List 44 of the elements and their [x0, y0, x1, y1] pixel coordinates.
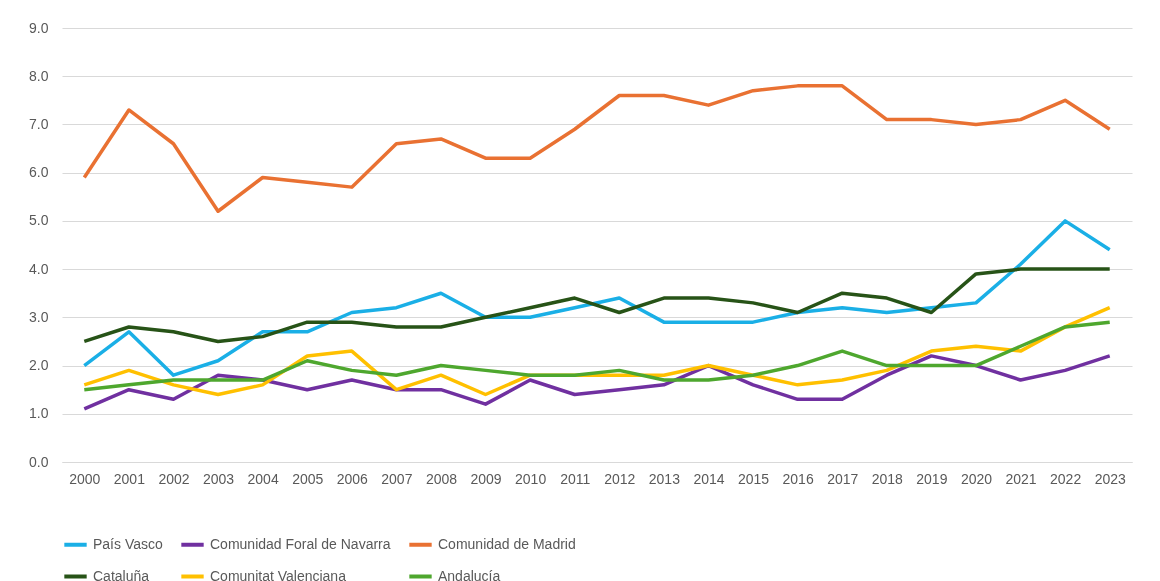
- x-tick-label: 2010: [515, 470, 547, 487]
- y-tick-label: 5.0: [29, 212, 49, 229]
- x-tick-label: 2015: [737, 470, 770, 487]
- line-series: [82, 219, 1112, 377]
- x-tick-label: 2008: [425, 470, 458, 487]
- x-tick-label: 2017: [827, 470, 859, 487]
- x-tick-label: 2000: [69, 470, 101, 487]
- line-series: [82, 267, 1112, 344]
- x-tick-label: 2001: [113, 470, 146, 487]
- line-series: [82, 84, 1112, 213]
- x-tick-label: 2007: [381, 470, 413, 487]
- x-tick-label: 2014: [693, 470, 725, 487]
- y-tick-label: 9.0: [29, 19, 49, 36]
- legend-label: Comunidad de Madrid: [438, 535, 576, 552]
- legend-label: Andalucía: [438, 567, 501, 581]
- x-tick-label: 2004: [247, 470, 279, 487]
- y-tick-label: 6.0: [29, 164, 49, 181]
- x-tick-label: 2002: [158, 470, 190, 487]
- y-tick-label: 2.0: [29, 357, 49, 374]
- y-tick-label: 1.0: [29, 405, 49, 422]
- x-tick-label: 2012: [604, 470, 636, 487]
- y-tick-label: 3.0: [29, 308, 49, 325]
- x-tick-label: 2013: [648, 470, 681, 487]
- y-tick-label: 4.0: [29, 260, 49, 277]
- legend-label: Comunitat Valenciana: [210, 567, 347, 581]
- x-tick-label: 2021: [1005, 470, 1037, 487]
- line-series: [82, 320, 1112, 392]
- x-tick-label: 2016: [782, 470, 814, 487]
- x-tick-label: 2006: [336, 470, 369, 487]
- x-tick-label: 2020: [960, 470, 993, 487]
- x-tick-label: 2023: [1094, 470, 1126, 487]
- x-tick-label: 2022: [1050, 470, 1082, 487]
- x-tick-label: 2011: [560, 470, 591, 487]
- y-tick-label: 0.0: [29, 453, 49, 470]
- legend-label: Comunidad Foral de Navarra: [210, 535, 391, 552]
- x-tick-label: 2005: [292, 470, 324, 487]
- y-tick-label: 7.0: [29, 115, 49, 132]
- legend-label: País Vasco: [93, 535, 163, 552]
- x-tick-label: 2018: [871, 470, 904, 487]
- x-tick-label: 2003: [202, 470, 235, 487]
- x-tick-label: 2009: [470, 470, 502, 487]
- legend-label: Cataluña: [93, 567, 150, 581]
- x-tick-label: 2019: [916, 470, 948, 487]
- y-tick-label: 8.0: [29, 67, 49, 84]
